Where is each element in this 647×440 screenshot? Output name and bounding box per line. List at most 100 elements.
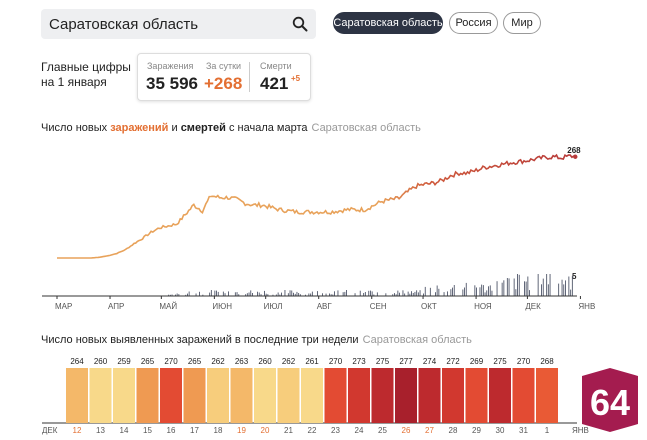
death-bar — [250, 290, 252, 296]
search-icon[interactable] — [292, 16, 308, 32]
death-bar — [175, 294, 176, 296]
death-bar — [373, 294, 375, 296]
death-bar — [489, 285, 491, 296]
death-bar — [474, 285, 476, 296]
death-bar — [298, 293, 300, 296]
death-bar — [407, 291, 409, 296]
tab-saratov-region[interactable]: Саратовская область — [333, 12, 443, 34]
death-bar — [322, 293, 323, 296]
death-bar — [424, 286, 426, 296]
tab-russia[interactable]: Россия — [449, 12, 498, 34]
death-bar — [570, 289, 572, 296]
search-input[interactable] — [49, 14, 284, 34]
logo-text: 64 — [590, 382, 630, 423]
death-bar — [216, 290, 217, 296]
death-bar — [452, 287, 453, 296]
death-bar — [506, 278, 508, 296]
death-bar — [258, 292, 260, 296]
main-numbers-date: на 1 января — [41, 75, 107, 89]
month-label: ДЕК — [525, 302, 541, 311]
death-bar — [359, 290, 361, 296]
death-bar — [168, 294, 170, 296]
day-label: 18 — [214, 426, 223, 435]
day-bar-value: 261 — [305, 357, 319, 366]
death-bar — [464, 287, 465, 296]
day-bar — [395, 368, 417, 423]
chart1-title-region: Саратовская область — [311, 122, 421, 134]
chart1-title-deaths: смертей — [180, 122, 226, 134]
tab-world[interactable]: Мир — [503, 12, 541, 34]
day-label: 1 — [545, 426, 550, 435]
day-label: 14 — [120, 426, 129, 435]
death-bar — [275, 294, 277, 296]
death-bar — [188, 291, 190, 296]
day-label: 26 — [402, 426, 411, 435]
day-bar — [512, 368, 535, 423]
death-bar — [354, 293, 356, 296]
month-label: НОЯ — [474, 302, 492, 311]
month-label: АПР — [108, 302, 124, 311]
death-bar — [228, 291, 229, 296]
death-bar — [234, 292, 236, 296]
month-label: ИЮЛ — [264, 302, 283, 311]
death-bar — [281, 292, 282, 296]
month-label: СЕН — [370, 302, 387, 311]
death-bar — [385, 293, 387, 296]
death-bar — [317, 291, 318, 296]
month-label: АВГ — [317, 302, 333, 311]
death-bar — [294, 293, 296, 296]
death-bar — [568, 276, 570, 296]
death-bar — [549, 274, 551, 296]
death-bar — [342, 292, 344, 296]
day-bar-value: 260 — [258, 357, 272, 366]
day-bar-value: 259 — [117, 357, 131, 366]
chart1-title: Число новых заражений и смертей с начала… — [41, 122, 421, 134]
death-bar — [394, 293, 395, 296]
death-bar — [210, 290, 212, 296]
death-bar — [529, 290, 530, 296]
deaths-last-value-label: 5 — [572, 272, 577, 281]
death-bar — [334, 291, 335, 296]
stats-card: Заражения 35 596 За сутки +268 Смерти 42… — [137, 53, 311, 101]
death-bar — [272, 294, 274, 296]
death-bar — [518, 274, 520, 296]
day-bar-value: 274 — [423, 357, 437, 366]
death-bar — [222, 291, 224, 296]
death-bar — [508, 278, 510, 296]
death-bar — [482, 285, 484, 296]
day-bar-value: 262 — [211, 357, 225, 366]
death-bar — [476, 287, 477, 296]
death-bar — [344, 291, 346, 296]
day-bar — [160, 368, 182, 423]
day-label: 20 — [261, 426, 270, 435]
death-bar — [515, 289, 517, 296]
death-bar — [527, 276, 529, 296]
chart1-title-part3: и — [168, 122, 181, 134]
cases-last-point — [573, 154, 578, 159]
search-box[interactable] — [41, 9, 316, 39]
death-bar — [412, 293, 414, 296]
cases-deaths-chart: МАР АПР МАЙ ИЮН ИЮЛ АВГ СЕН ОКТ НОЯ ДЕК ЯНВ 268 5 — [42, 146, 595, 311]
day-bar — [465, 368, 488, 423]
chart1-title-part1: Число новых — [41, 122, 111, 134]
death-bar — [279, 294, 281, 296]
day-bar-value: 263 — [235, 357, 249, 366]
daily-label: За сутки — [206, 61, 242, 71]
death-bar — [447, 291, 448, 296]
death-bar — [484, 292, 486, 296]
death-bar — [542, 278, 544, 296]
death-bar — [291, 290, 293, 296]
death-bar — [450, 289, 452, 296]
death-bar — [224, 293, 226, 296]
death-bar — [265, 293, 267, 296]
death-bar — [524, 281, 525, 296]
death-bar — [376, 292, 378, 296]
death-bar — [346, 290, 347, 296]
death-bar — [481, 284, 483, 296]
death-bar — [293, 292, 294, 296]
death-bar — [465, 282, 467, 296]
death-bar — [187, 293, 188, 296]
death-bar — [267, 294, 269, 296]
death-bar — [178, 294, 180, 296]
death-bar — [264, 290, 265, 296]
